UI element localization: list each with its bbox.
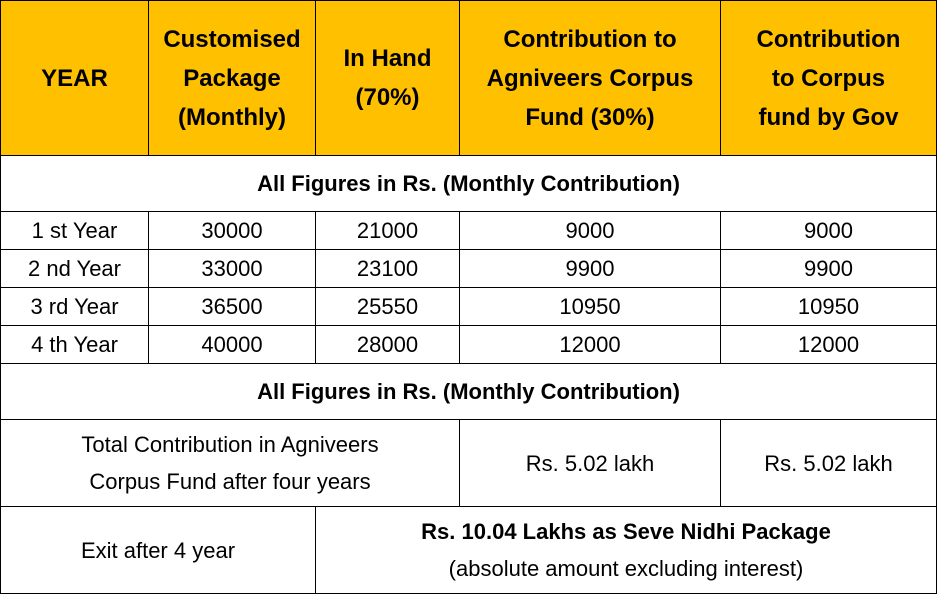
cell-year: 1 st Year <box>0 211 149 250</box>
header-gov-line-3: fund by Gov <box>758 103 899 131</box>
header-corpus: Contribution to Agniveers Corpus Fund (3… <box>459 0 721 156</box>
header-gov: Contribution to Corpus fund by Gov <box>720 0 937 156</box>
exit-package: Rs. 10.04 Lakhs as Seve Nidhi Package (a… <box>315 506 937 594</box>
cell-package: 40000 <box>148 325 316 364</box>
cell-year: 3 rd Year <box>0 287 149 326</box>
cell-gov: 9900 <box>720 249 937 288</box>
exit-label: Exit after 4 year <box>0 506 316 594</box>
cell-year: 2 nd Year <box>0 249 149 288</box>
header-package-line-2: Package <box>183 64 281 92</box>
cell-in-hand: 28000 <box>315 325 460 364</box>
header-gov-line-2: to Corpus <box>771 64 886 92</box>
table-row: 4 th Year 40000 28000 12000 12000 <box>0 325 937 364</box>
band-row-2: All Figures in Rs. (Monthly Contribution… <box>0 363 937 420</box>
cell-in-hand: 21000 <box>315 211 460 250</box>
cell-year: 4 th Year <box>0 325 149 364</box>
cell-package: 36500 <box>148 287 316 326</box>
total-corpus: Rs. 5.02 lakh <box>459 419 721 507</box>
header-corpus-line-3: Fund (30%) <box>525 103 655 131</box>
total-label: Total Contribution in Agniveers Corpus F… <box>0 419 460 507</box>
cell-corpus: 9900 <box>459 249 721 288</box>
cell-in-hand: 25550 <box>315 287 460 326</box>
header-in-hand-line-1: In Hand <box>343 45 432 72</box>
header-corpus-line-1: Contribution to <box>503 25 677 53</box>
total-label-line-2: Corpus Fund after four years <box>89 469 371 494</box>
cell-package: 30000 <box>148 211 316 250</box>
exit-package-note: (absolute amount excluding interest) <box>448 556 804 581</box>
cell-corpus: 9000 <box>459 211 721 250</box>
cell-in-hand: 23100 <box>315 249 460 288</box>
table-row: 2 nd Year 33000 23100 9900 9900 <box>0 249 937 288</box>
header-in-hand-line-2: (70%) <box>355 84 420 111</box>
table-row: 3 rd Year 36500 25550 10950 10950 <box>0 287 937 326</box>
header-gov-line-1: Contribution <box>756 25 901 53</box>
band-label-2: All Figures in Rs. (Monthly Contribution… <box>0 363 937 420</box>
band-label-1: All Figures in Rs. (Monthly Contribution… <box>0 155 937 212</box>
band-row-1: All Figures in Rs. (Monthly Contribution… <box>0 155 937 212</box>
cell-corpus: 10950 <box>459 287 721 326</box>
cell-gov: 12000 <box>720 325 937 364</box>
header-year: YEAR <box>0 0 149 156</box>
header-package-line-1: Customised <box>163 25 301 53</box>
header-row: YEAR Customised Package (Monthly) In Han… <box>0 0 937 156</box>
exit-row: Exit after 4 year Rs. 10.04 Lakhs as Sev… <box>0 506 937 594</box>
table-row: 1 st Year 30000 21000 9000 9000 <box>0 211 937 250</box>
header-package: Customised Package (Monthly) <box>148 0 316 156</box>
total-row: Total Contribution in Agniveers Corpus F… <box>0 419 937 507</box>
exit-package-amount: Rs. 10.04 Lakhs as Seve Nidhi Package <box>421 519 831 544</box>
cell-corpus: 12000 <box>459 325 721 364</box>
total-gov: Rs. 5.02 lakh <box>720 419 937 507</box>
header-package-line-3: (Monthly) <box>178 103 286 131</box>
header-corpus-line-2: Agniveers Corpus <box>486 64 694 92</box>
header-in-hand: In Hand (70%) <box>315 0 460 156</box>
cell-package: 33000 <box>148 249 316 288</box>
cell-gov: 10950 <box>720 287 937 326</box>
cell-gov: 9000 <box>720 211 937 250</box>
total-label-line-1: Total Contribution in Agniveers <box>81 432 379 457</box>
